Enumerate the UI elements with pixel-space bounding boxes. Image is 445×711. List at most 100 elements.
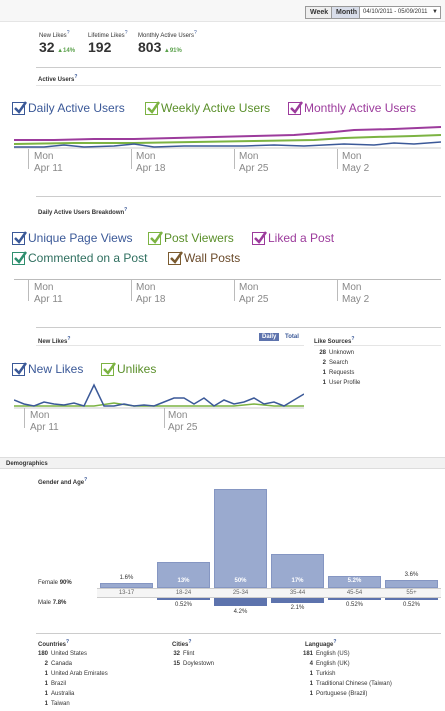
monthly-active-label: Monthly Active Users? <box>138 30 197 39</box>
list-item: 180 United States <box>37 651 88 657</box>
chart-baseline <box>14 279 441 280</box>
week-button[interactable]: Week <box>305 6 334 19</box>
divider <box>36 85 441 86</box>
legend-post-viewers[interactable]: Post Viewers <box>148 230 234 245</box>
axis-label: Mon Apr 25 <box>168 410 198 433</box>
male-bar-55-plus <box>385 598 438 600</box>
list-item: 2 Search <box>322 360 349 366</box>
list-item: 1 United Arab Emirates <box>44 671 108 677</box>
legend-monthly-active-users[interactable]: Monthly Active Users <box>288 100 416 115</box>
list-item: 4 English (UK) <box>309 661 350 667</box>
lifetime-likes-value: 192 <box>88 39 112 55</box>
age-range-label: 35-44 <box>289 590 306 596</box>
list-item: 1 User Profile <box>322 380 361 386</box>
list-item: 1 Portuguese (Brazil) <box>309 691 368 697</box>
list-item: 1 Requests <box>322 370 355 376</box>
new-likes-chart <box>14 383 304 409</box>
female-bar-18-24 <box>157 562 210 588</box>
legend-label: Commented on a Post <box>28 251 148 265</box>
legend-liked-a-post[interactable]: Liked a Post <box>252 230 335 245</box>
countries-title: Countries? <box>38 639 70 648</box>
lifetime-likes-label: Lifetime Likes? <box>88 30 128 39</box>
legend-wall-posts[interactable]: Wall Posts <box>168 250 240 265</box>
checkbox-checked-icon <box>12 250 28 265</box>
new-likes-change: ▲14% <box>57 48 76 54</box>
male-label: Male 7.8% <box>38 600 67 606</box>
axis-tick <box>234 149 235 169</box>
divider <box>314 345 441 346</box>
legend-new-likes[interactable]: New Likes <box>12 361 84 376</box>
male-bar-45-54 <box>328 598 381 600</box>
legend-label: New Likes <box>28 362 84 376</box>
total-toggle[interactable]: Total <box>285 334 299 340</box>
legend-label: Unique Page Views <box>28 231 133 245</box>
axis-label: Mon May 2 <box>342 151 370 174</box>
cities-title: Cities? <box>172 639 192 648</box>
monthly-active-change: ▲91% <box>163 48 182 54</box>
dau-breakdown-title: Daily Active Users Breakdown? <box>38 207 128 216</box>
like-sources-title: Like Sources? <box>314 336 355 345</box>
axis-tick <box>131 279 132 301</box>
gender-age-title: Gender and Age? <box>38 477 88 486</box>
male-pct-label: 0.52% <box>174 602 192 608</box>
legend-commented-on-a-post[interactable]: Commented on a Post <box>12 250 148 265</box>
axis-label: Mon Apr 11 <box>34 282 63 305</box>
axis-label: Mon Apr 11 <box>30 410 59 433</box>
cities-list: 32 Flint 15 Doylestown <box>168 649 214 669</box>
legend-daily-active-users[interactable]: Daily Active Users <box>12 100 125 115</box>
female-bar-25-34 <box>214 489 267 588</box>
like-sources-list: 28 Unknown 2 Search 1 Requests 1 User Profil… <box>314 348 360 388</box>
demographics-header <box>0 457 445 469</box>
checkbox-checked-icon <box>148 230 164 245</box>
divider <box>36 345 304 346</box>
list-item: 32 Flint <box>173 651 195 657</box>
axis-tick <box>131 149 132 169</box>
male-bar-25-34 <box>214 598 267 606</box>
new-likes-title: New Likes? <box>38 336 71 345</box>
list-item: 181 English (US) <box>302 651 350 657</box>
female-pct-label: 3.6% <box>404 572 419 578</box>
divider <box>36 196 441 197</box>
axis-tick <box>234 279 235 301</box>
age-axis <box>97 588 441 598</box>
checkbox-checked-icon <box>12 230 28 245</box>
legend-label: Weekly Active Users <box>161 101 271 115</box>
legend-label: Daily Active Users <box>28 101 125 115</box>
male-bar-18-24 <box>157 598 210 600</box>
month-button[interactable]: Month <box>331 6 362 19</box>
checkbox-checked-icon <box>101 361 117 376</box>
legend-unlikes[interactable]: Unlikes <box>101 361 156 376</box>
female-bar-55-plus <box>385 580 438 588</box>
axis-label: Mon Apr 11 <box>34 151 63 174</box>
female-label: Female 90% <box>38 580 72 586</box>
male-bar-35-44 <box>271 598 324 603</box>
axis-label: Mon Apr 25 <box>239 282 269 305</box>
female-pct-label: 13% <box>177 578 190 584</box>
age-range-label: 25-34 <box>232 590 249 596</box>
list-item: 28 Unknown <box>319 350 355 356</box>
divider <box>36 327 441 328</box>
list-item: 1 Turkish <box>309 671 336 677</box>
date-range-select[interactable]: 04/10/2011 - 05/09/2011 ▼ <box>359 6 441 19</box>
legend-weekly-active-users[interactable]: Weekly Active Users <box>145 100 271 115</box>
axis-label: Mon May 2 <box>342 282 370 305</box>
female-pct-label: 17% <box>291 578 304 584</box>
axis-tick <box>24 408 25 428</box>
active-users-chart <box>14 126 441 149</box>
new-likes-value: 32 <box>39 39 55 55</box>
countries-list: 180 United States 2 Canada 1 United Arab Em… <box>36 649 108 709</box>
female-bar-45-54 <box>328 576 381 588</box>
age-range-label: 55+ <box>406 590 417 596</box>
checkbox-checked-icon <box>145 100 161 115</box>
legend-unique-page-views[interactable]: Unique Page Views <box>12 230 133 245</box>
female-bar-13-17 <box>100 583 153 588</box>
list-item: 1 Taiwan <box>44 701 70 707</box>
series-line-daily <box>14 141 441 148</box>
list-item: 1 Traditional Chinese (Taiwan) <box>309 681 392 687</box>
daily-toggle[interactable]: Daily <box>259 333 280 341</box>
checkbox-checked-icon <box>288 100 304 115</box>
checkbox-checked-icon <box>168 250 184 265</box>
legend-label: Liked a Post <box>268 231 335 245</box>
axis-tick <box>28 279 29 301</box>
new-likes-label: New Likes? <box>39 30 70 39</box>
